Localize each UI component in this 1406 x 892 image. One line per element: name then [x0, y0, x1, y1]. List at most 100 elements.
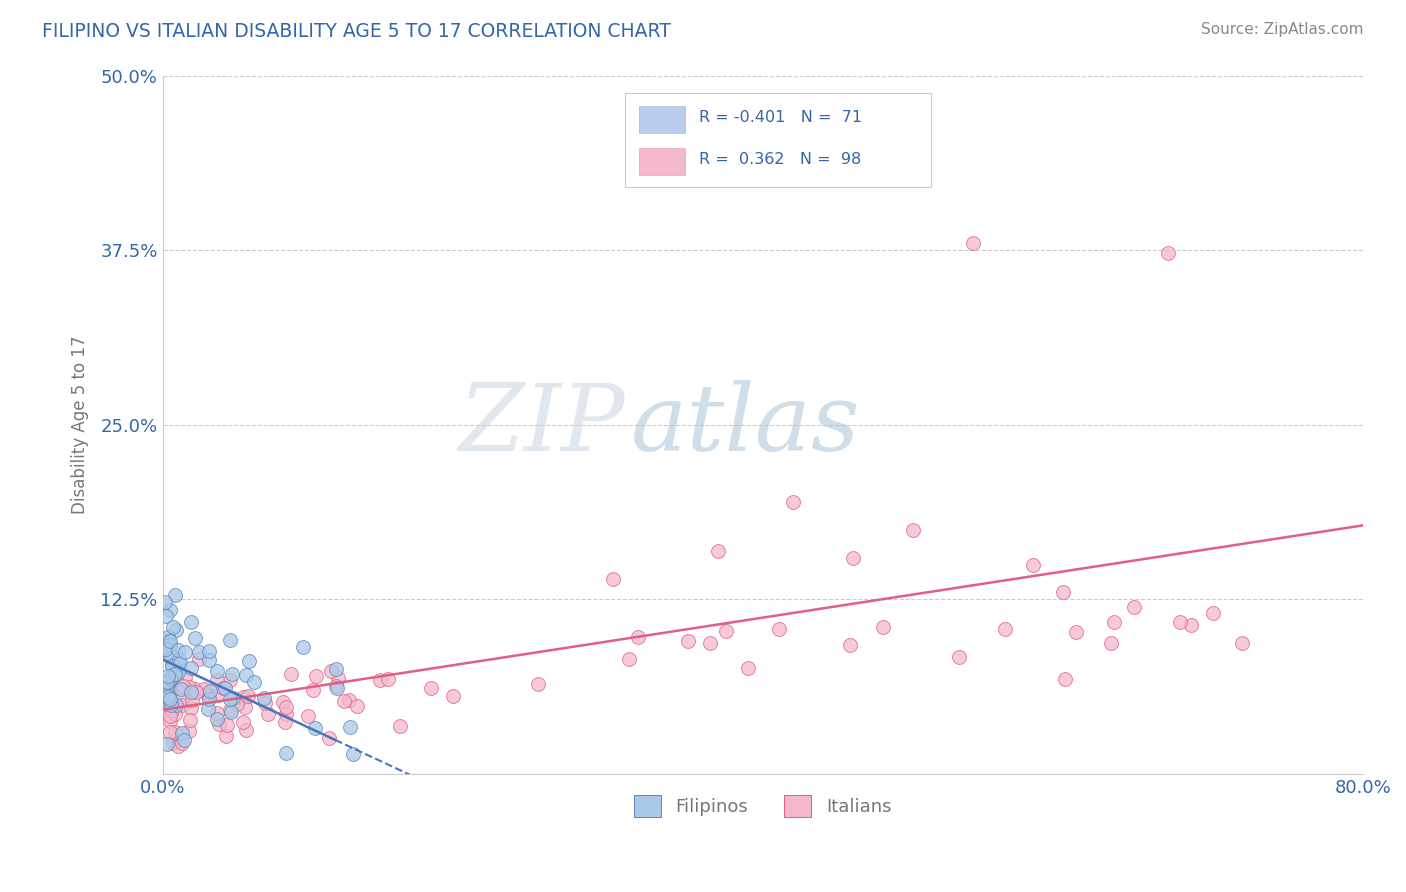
- Point: [305, 669, 328, 683]
- Point: [205, 664, 228, 678]
- Text: Source: ZipAtlas.com: Source: ZipAtlas.com: [1201, 22, 1364, 37]
- Point: [214, 681, 236, 695]
- Point: [346, 698, 368, 713]
- Point: [160, 659, 183, 673]
- Point: [183, 631, 205, 645]
- Point: [180, 661, 202, 675]
- Point: [326, 671, 349, 685]
- Point: [159, 699, 181, 714]
- Point: [291, 640, 314, 654]
- Point: [624, 173, 647, 187]
- Point: [318, 731, 340, 745]
- Point: [226, 697, 249, 711]
- Point: [218, 691, 240, 706]
- Point: [388, 719, 411, 733]
- Text: ZIP: ZIP: [458, 380, 624, 470]
- Point: [156, 737, 179, 751]
- Text: R = -0.401   N =  71: R = -0.401 N = 71: [699, 110, 862, 125]
- Point: [782, 494, 804, 508]
- Point: [157, 630, 180, 644]
- Point: [157, 689, 180, 703]
- Point: [153, 633, 176, 648]
- Point: [280, 667, 302, 681]
- Point: [180, 701, 202, 715]
- Point: [197, 644, 219, 658]
- Point: [218, 673, 240, 688]
- Point: [159, 674, 181, 689]
- Point: [1180, 618, 1202, 632]
- Point: [215, 717, 238, 731]
- Point: [167, 665, 190, 680]
- Point: [443, 689, 465, 703]
- Point: [153, 634, 176, 648]
- Point: [319, 664, 342, 678]
- Point: [159, 685, 181, 699]
- Point: [768, 623, 790, 637]
- Point: [172, 679, 194, 693]
- Point: [173, 645, 195, 659]
- Point: [160, 703, 183, 717]
- Point: [232, 715, 254, 730]
- Point: [714, 624, 737, 638]
- Point: [627, 630, 650, 644]
- Point: [676, 634, 699, 648]
- Point: [219, 705, 242, 719]
- Point: [162, 620, 184, 634]
- Point: [254, 696, 277, 710]
- Point: [233, 700, 256, 714]
- Point: [187, 645, 209, 659]
- Point: [1021, 558, 1043, 572]
- Point: [420, 681, 443, 696]
- Point: [184, 685, 207, 699]
- Point: [1102, 615, 1125, 629]
- Point: [159, 647, 181, 661]
- Point: [155, 642, 177, 657]
- Point: [165, 725, 187, 739]
- Point: [1052, 585, 1074, 599]
- Point: [212, 681, 235, 696]
- Text: R =  0.362   N =  98: R = 0.362 N = 98: [699, 152, 862, 167]
- Point: [170, 692, 193, 706]
- Point: [172, 725, 194, 739]
- Point: [159, 633, 181, 648]
- Point: [706, 543, 728, 558]
- Y-axis label: Disability Age 5 to 17: Disability Age 5 to 17: [72, 335, 89, 514]
- Point: [218, 632, 240, 647]
- Point: [180, 684, 202, 698]
- Point: [166, 642, 188, 657]
- Point: [180, 615, 202, 629]
- Point: [1099, 636, 1122, 650]
- Point: [173, 733, 195, 747]
- Point: [167, 739, 190, 754]
- Text: FILIPINO VS ITALIAN DISABILITY AGE 5 TO 17 CORRELATION CHART: FILIPINO VS ITALIAN DISABILITY AGE 5 TO …: [42, 22, 671, 41]
- Point: [184, 681, 207, 696]
- Point: [159, 638, 181, 652]
- Point: [159, 671, 181, 685]
- Point: [159, 709, 181, 723]
- Point: [1053, 672, 1076, 686]
- Text: atlas: atlas: [631, 380, 860, 470]
- Point: [159, 677, 181, 691]
- Point: [157, 668, 180, 682]
- Point: [198, 691, 221, 706]
- Point: [170, 681, 193, 696]
- Point: [177, 681, 200, 695]
- Point: [197, 702, 219, 716]
- Point: [187, 652, 209, 666]
- Point: [207, 688, 229, 702]
- Point: [160, 673, 183, 687]
- Point: [155, 642, 177, 657]
- Point: [276, 746, 298, 760]
- Point: [276, 707, 298, 722]
- Point: [221, 666, 243, 681]
- Point: [165, 623, 187, 637]
- Point: [325, 679, 347, 693]
- Point: [841, 550, 863, 565]
- Point: [839, 638, 862, 652]
- Point: [159, 725, 181, 739]
- Point: [179, 713, 201, 727]
- Point: [169, 657, 191, 671]
- Point: [195, 687, 218, 701]
- Point: [193, 681, 215, 696]
- Point: [1156, 246, 1178, 260]
